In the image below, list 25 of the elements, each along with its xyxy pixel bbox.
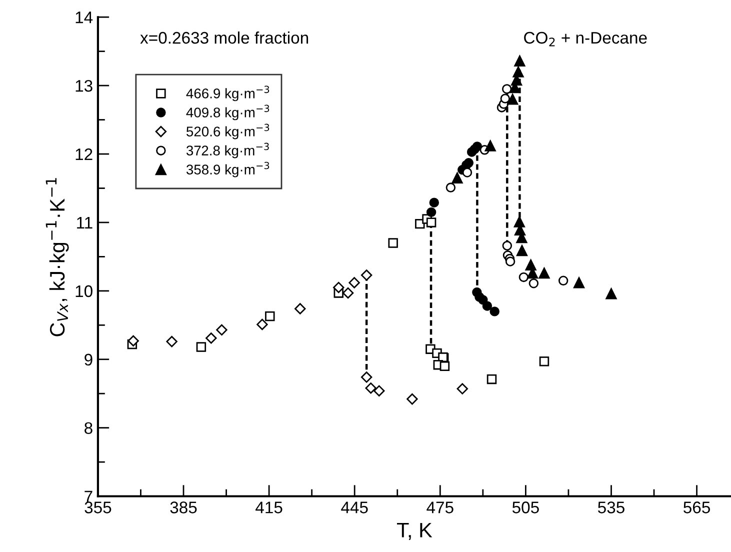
x-tick-label: 565 xyxy=(684,502,710,514)
x-tick-label: 535 xyxy=(598,502,624,514)
legend-label: 372.8 kg·m$^{−3}$ xyxy=(186,142,269,158)
x-tick-label: 505 xyxy=(512,502,539,514)
legend-label: 409.8 kg·m$^{−3}$ xyxy=(186,104,270,120)
legend-label: 520.6 kg·m$^{−3}$ xyxy=(186,124,270,140)
y-tick-label: 10 xyxy=(76,285,92,298)
x-tick-label: 445 xyxy=(341,502,368,514)
y-tick-label: 7 xyxy=(84,490,92,502)
y-tick-label: 8 xyxy=(84,422,92,434)
x-tick-label: 475 xyxy=(426,502,454,514)
x-tick-label: 355 xyxy=(84,502,112,514)
annotation: x=0.2633 mole fraction xyxy=(140,31,308,44)
legend-label: 466.9 kg·m$^{−3}$ xyxy=(186,86,270,102)
annotation: CO$_{2}$ + n-Decane xyxy=(524,32,647,46)
x-tick-label: 415 xyxy=(256,502,282,514)
y-tick-label: 11 xyxy=(77,217,92,228)
y-tick-label: 13 xyxy=(76,80,92,92)
y-tick-label: 14 xyxy=(76,12,93,24)
legend-label: 358.9 kg·m$^{−3}$ xyxy=(186,162,270,178)
y-tick-label: 9 xyxy=(84,354,92,366)
x-axis-title: T, K xyxy=(397,522,432,540)
y-tick-label: 12 xyxy=(76,148,92,160)
x-tick-label: 385 xyxy=(170,502,197,514)
y-axis-title: C$_{Vx}$, kJ·kg$^{−1}$·K$^{−1}$ xyxy=(46,178,69,336)
